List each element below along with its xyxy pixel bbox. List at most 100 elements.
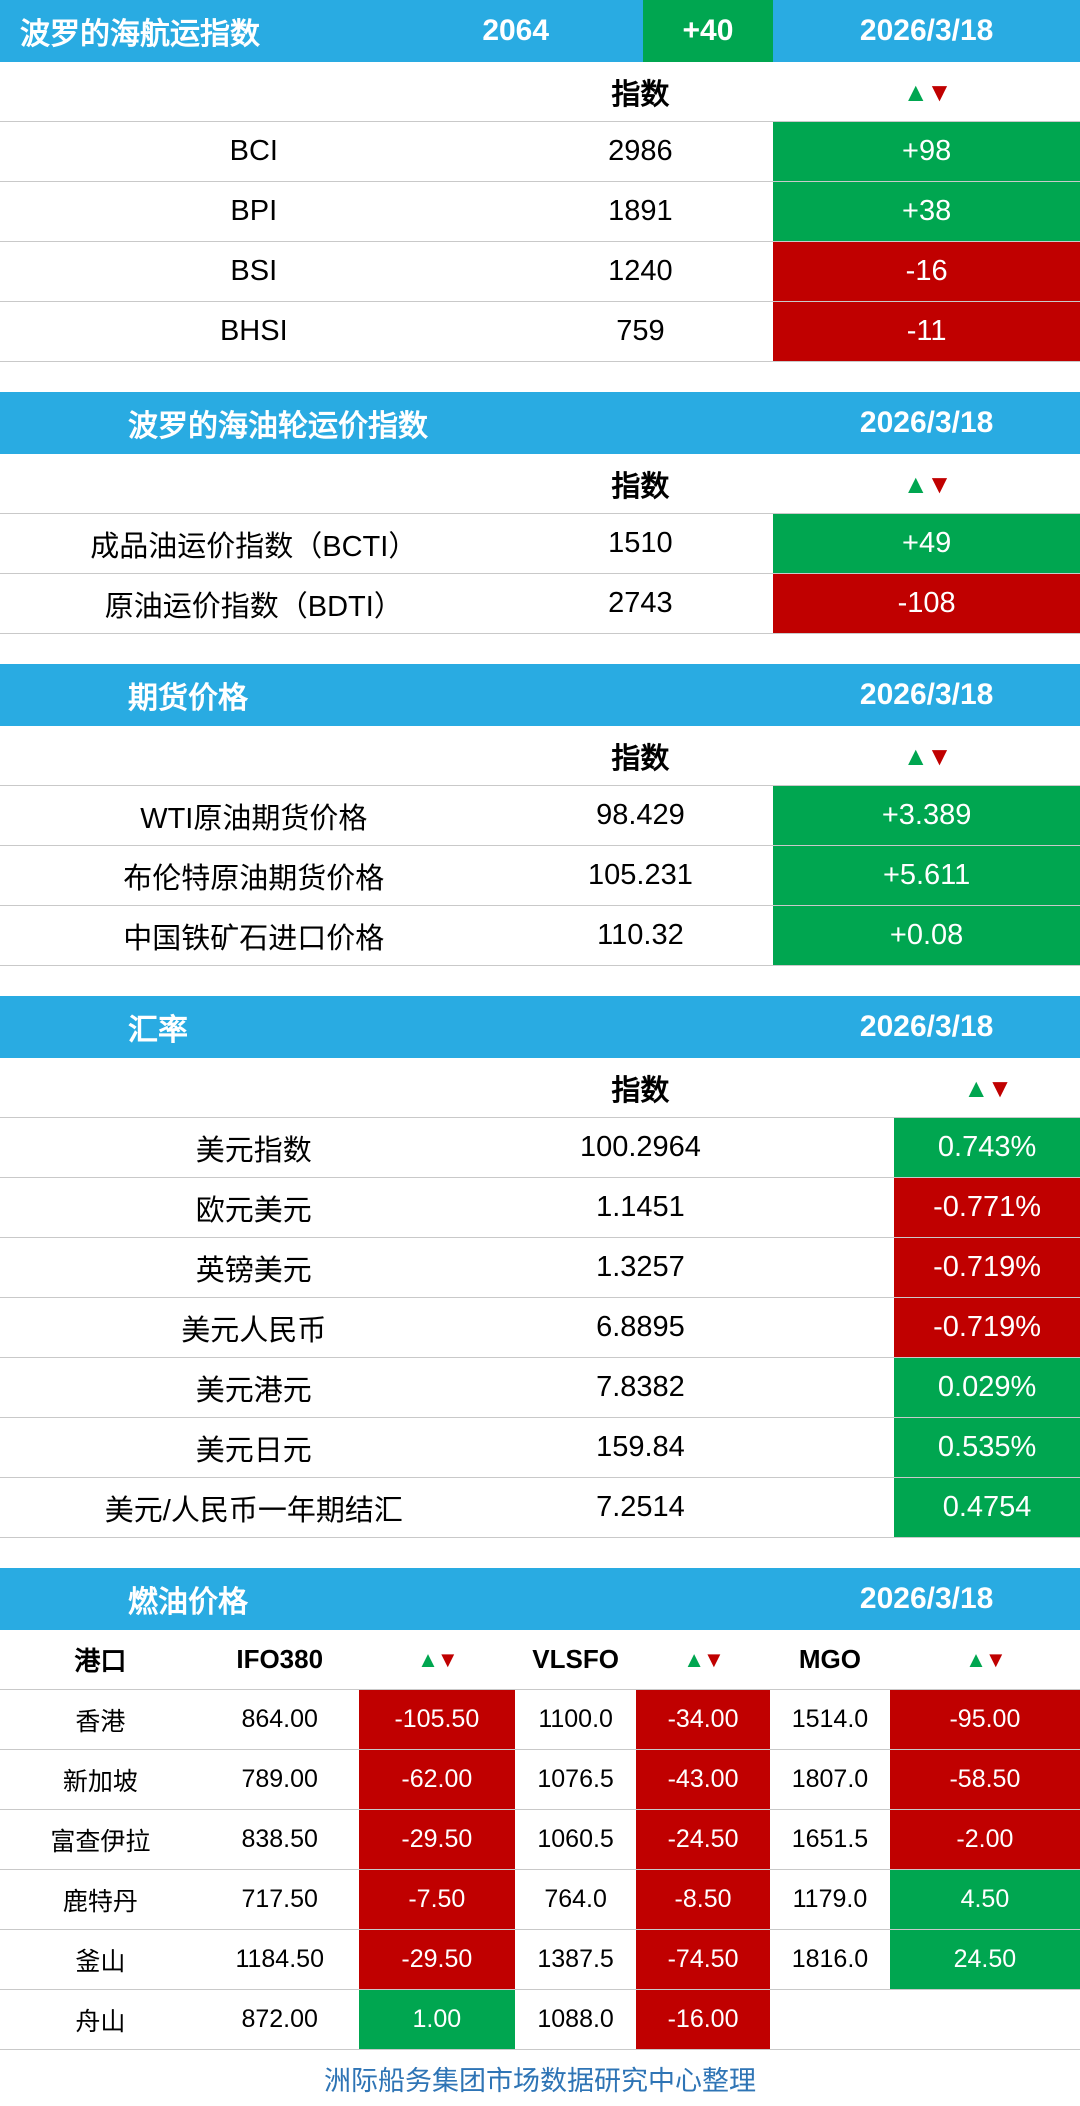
section-spacer	[0, 362, 1080, 392]
down-triangle-icon: ▼	[987, 1072, 1013, 1103]
table-row: BCI 2986 +98	[0, 122, 1080, 182]
ifo380-value: 864.00	[241, 1705, 318, 1733]
index-column-label: 指数	[611, 742, 670, 775]
vlsfo-change: -74.50	[636, 1930, 770, 1989]
row-change: -0.771%	[894, 1178, 1080, 1237]
empty-cell	[773, 1298, 894, 1357]
row-value: 159.84	[596, 1431, 685, 1463]
row-label: 英镑美元	[195, 1254, 312, 1287]
section-title: 波罗的海航运指数	[20, 18, 260, 51]
ifo380-change: -29.50	[358, 1930, 516, 1989]
table-row: 英镑美元 1.3257 -0.719%	[0, 1238, 1080, 1298]
row-label: 美元指数	[195, 1134, 312, 1167]
down-triangle-icon: ▼	[926, 740, 953, 771]
row-label: 中国铁矿石进口价格	[123, 922, 385, 955]
vlsfo-value: 1100.0	[538, 1705, 613, 1733]
ifo380-value: 872.00	[241, 2005, 318, 2033]
row-value: 2743	[608, 587, 673, 619]
mgo-change: -58.50	[889, 1750, 1080, 1809]
mgo-value: 1807.0	[791, 1765, 869, 1793]
attribution-footer: 洲际船务集团市场数据研究中心整理	[324, 2065, 756, 2096]
exchange-rate-header: 汇率 2026/3/18	[0, 996, 1080, 1058]
exchange-rate-section: 汇率 2026/3/18 指数 ▲ ▼ 美元指数 100.2964 0.743% …	[0, 996, 1080, 1538]
ifo380-change: 1.00	[358, 1990, 516, 2049]
section-date: 2026/3/18	[859, 1010, 994, 1043]
table-row: 中国铁矿石进口价格 110.32 +0.08	[0, 906, 1080, 966]
section-title: 汇率	[128, 1014, 188, 1047]
row-change: 0.029%	[894, 1358, 1080, 1417]
column-header-row: 指数 ▲ ▼	[0, 454, 1080, 514]
row-change: -16	[773, 242, 1080, 301]
mgo-change	[890, 1990, 1080, 2049]
row-value: 1510	[608, 527, 673, 559]
row-change: -11	[773, 302, 1080, 361]
vlsfo-column-label: VLSFO	[532, 1644, 619, 1674]
row-label: WTI原油期货价格	[140, 802, 368, 835]
down-triangle-icon: ▼	[436, 1646, 459, 1672]
row-value: 1.1451	[596, 1191, 685, 1223]
empty-cell	[773, 1178, 894, 1237]
row-label: 成品油运价指数（BCTI）	[90, 530, 418, 563]
mgo-value: 1179.0	[792, 1885, 868, 1913]
section-title: 燃油价格	[128, 1586, 248, 1619]
fuel-table-row: 富查伊拉 838.50 -29.50 1060.5 -24.50 1651.5 …	[0, 1810, 1080, 1870]
index-column-label: 指数	[611, 470, 670, 503]
updown-arrows-icon: ▲ ▼	[773, 726, 1080, 785]
baltic-dry-header: 波罗的海航运指数 2064 +40 2026/3/18	[0, 0, 1080, 62]
row-change: 0.4754	[894, 1478, 1080, 1537]
row-change: +49	[773, 514, 1080, 573]
empty-cell	[773, 1418, 894, 1477]
port-name: 新加坡	[62, 1767, 138, 1796]
down-triangle-icon: ▼	[926, 468, 953, 499]
table-row: 成品油运价指数（BCTI） 1510 +49	[0, 514, 1080, 574]
column-header-row: 指数 ▲ ▼	[0, 1058, 1080, 1118]
up-triangle-icon: ▲	[683, 1646, 705, 1672]
table-row: 美元港元 7.8382 0.029%	[0, 1358, 1080, 1418]
row-change: +0.08	[773, 906, 1080, 965]
section-date: 2026/3/18	[859, 678, 994, 711]
row-value: 98.429	[596, 799, 685, 831]
ifo380-change: -29.50	[358, 1810, 516, 1869]
fuel-price-section: 燃油价格 2026/3/18 港口 IFO380 ▲ ▼ VLSFO ▲ ▼ MGO…	[0, 1568, 1080, 2050]
row-label: 欧元美元	[195, 1194, 312, 1227]
row-change: -0.719%	[894, 1238, 1080, 1297]
port-name: 鹿特丹	[62, 1887, 138, 1916]
table-row: 美元指数 100.2964 0.743%	[0, 1118, 1080, 1178]
port-name: 富查伊拉	[50, 1827, 151, 1856]
mgo-change: 4.50	[889, 1870, 1080, 1929]
updown-arrows-icon: ▲ ▼	[773, 454, 1080, 513]
vlsfo-change: -34.00	[636, 1690, 770, 1749]
mgo-value	[770, 1990, 890, 2049]
ifo380-column-label: IFO380	[236, 1644, 324, 1674]
vlsfo-change: -8.50	[636, 1870, 770, 1929]
empty-cell	[773, 1118, 894, 1177]
row-label: BHSI	[219, 315, 288, 347]
up-triangle-icon: ▲	[417, 1646, 439, 1672]
vlsfo-change: -16.00	[636, 1990, 770, 2049]
row-value: 1.3257	[596, 1251, 685, 1283]
row-value: 759	[616, 315, 665, 347]
column-header-row: 指数 ▲ ▼	[0, 62, 1080, 122]
row-label: BCI	[229, 135, 278, 167]
row-change: 0.743%	[894, 1118, 1080, 1177]
table-row: BSI 1240 -16	[0, 242, 1080, 302]
row-value: 105.231	[588, 859, 693, 891]
section-date: 2026/3/18	[859, 14, 994, 47]
updown-arrows-icon: ▲ ▼	[773, 62, 1080, 121]
vlsfo-value: 1088.0	[537, 2005, 614, 2033]
row-label: 美元港元	[195, 1374, 312, 1407]
mgo-change: -2.00	[889, 1810, 1080, 1869]
mgo-value: 1816.0	[791, 1945, 869, 1973]
mgo-column-label: MGO	[798, 1644, 861, 1674]
row-value: 110.32	[597, 919, 684, 951]
updown-arrows-icon: ▲ ▼	[636, 1630, 770, 1689]
ifo380-value: 789.00	[241, 1765, 318, 1793]
row-change: +5.611	[773, 846, 1080, 905]
row-value: 7.8382	[596, 1371, 685, 1403]
futures-header: 期货价格 2026/3/18	[0, 664, 1080, 726]
row-value: 7.2514	[596, 1491, 685, 1523]
headline-index-value: 2064	[482, 14, 550, 47]
row-change: +98	[773, 122, 1080, 181]
section-spacer	[0, 634, 1080, 664]
ifo380-value: 1184.50	[235, 1945, 324, 1973]
